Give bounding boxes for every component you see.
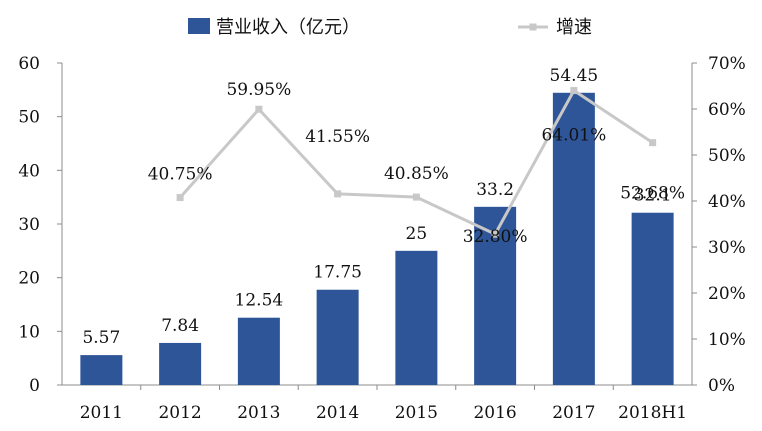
right-tick-label: 0% (708, 376, 735, 396)
left-tick-label: 30 (18, 215, 40, 235)
growth-data-label: 64.01% (541, 126, 606, 146)
x-tick-label: 2014 (316, 403, 359, 423)
right-tick-label: 10% (708, 330, 746, 350)
right-tick-label: 30% (708, 238, 746, 258)
left-tick-label: 50 (18, 108, 40, 128)
revenue-bar (316, 289, 359, 385)
legend-swatch-revenue (188, 18, 210, 34)
revenue-data-label: 7.84 (161, 316, 199, 336)
right-tick-label: 60% (708, 100, 746, 120)
growth-data-label: 32.80% (463, 227, 528, 247)
growth-data-label: 41.55% (305, 127, 370, 147)
left-tick-label: 40 (18, 161, 40, 181)
growth-data-label: 40.85% (384, 164, 449, 184)
growth-point (412, 193, 420, 201)
revenue-data-label: 17.75 (313, 263, 362, 283)
right-tick-label: 40% (708, 192, 746, 212)
x-tick-label: 2011 (80, 403, 123, 423)
right-tick-label: 20% (708, 284, 746, 304)
revenue-data-label: 25 (406, 224, 428, 244)
growth-point (176, 194, 184, 202)
revenue-bar (159, 342, 202, 385)
growth-point (649, 139, 657, 147)
x-tick-label: 2016 (473, 403, 516, 423)
revenue-data-label: 33.2 (476, 180, 514, 200)
revenue-bar (552, 92, 595, 385)
growth-data-label: 59.95% (226, 80, 291, 100)
revenue-bar (631, 212, 674, 385)
x-tick-label: 2017 (552, 403, 595, 423)
legend-label-growth: 增速 (556, 17, 592, 38)
revenue-bar (395, 250, 438, 385)
revenue-data-label: 5.57 (82, 328, 120, 348)
revenue-data-label: 12.54 (235, 291, 284, 311)
revenue-data-label: 54.45 (550, 66, 599, 86)
left-tick-label: 20 (18, 269, 40, 289)
right-tick-label: 50% (708, 146, 746, 166)
growth-point (255, 105, 263, 113)
right-tick-label: 70% (708, 54, 746, 74)
growth-data-label: 40.75% (148, 165, 213, 185)
left-tick-label: 0 (29, 376, 40, 396)
growth-data-label: 52.68% (620, 184, 685, 204)
revenue-bar (80, 355, 123, 385)
growth-point (570, 87, 578, 95)
legend-marker-growth (529, 23, 537, 31)
x-tick-label: 2018H1 (618, 403, 687, 423)
growth-point (334, 190, 342, 198)
legend-label-revenue: 营业收入（亿元） (216, 17, 360, 38)
revenue-bar (237, 317, 280, 385)
x-tick-label: 2013 (237, 403, 280, 423)
revenue-data-label: 32.1 (634, 186, 672, 206)
growth-point (491, 230, 499, 238)
left-tick-label: 10 (18, 322, 40, 342)
left-tick-label: 60 (18, 54, 40, 74)
x-tick-label: 2015 (395, 403, 438, 423)
x-tick-label: 2012 (158, 403, 201, 423)
